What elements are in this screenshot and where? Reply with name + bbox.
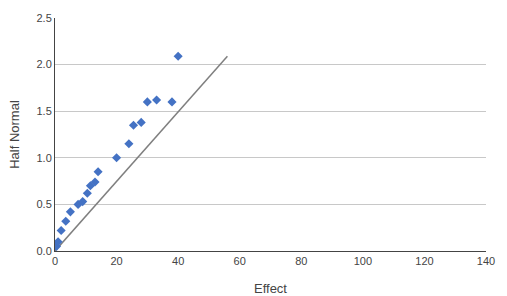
svg-text:2.0: 2.0 <box>37 58 52 70</box>
svg-text:120: 120 <box>415 255 433 267</box>
svg-text:0.5: 0.5 <box>37 198 52 210</box>
svg-text:1.0: 1.0 <box>37 152 52 164</box>
svg-text:140: 140 <box>477 255 495 267</box>
svg-text:0: 0 <box>52 255 58 267</box>
svg-text:20: 20 <box>110 255 122 267</box>
svg-text:2.5: 2.5 <box>37 12 52 24</box>
svg-text:60: 60 <box>234 255 246 267</box>
svg-text:80: 80 <box>295 255 307 267</box>
svg-text:100: 100 <box>354 255 372 267</box>
svg-text:Effect: Effect <box>254 281 287 296</box>
svg-text:1.5: 1.5 <box>37 105 52 117</box>
svg-text:40: 40 <box>172 255 184 267</box>
svg-text:0.0: 0.0 <box>37 245 52 257</box>
svg-text:Half Normal: Half Normal <box>7 100 22 169</box>
